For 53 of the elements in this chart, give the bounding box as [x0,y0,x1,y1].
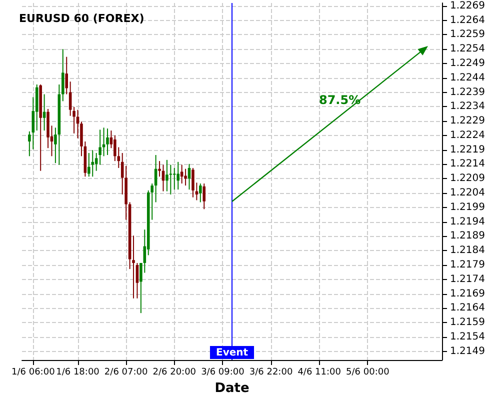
ref-line-label: Event [216,348,248,358]
y-tick-label: 1.2224 [450,130,485,141]
x-tick-label: 2/6 20:00 [152,368,196,378]
y-tick-label: 1.2209 [450,173,485,184]
y-tick-label: 1.2179 [450,259,485,270]
y-tick-label: 1.2149 [450,346,485,357]
y-tick-label: 1.2244 [450,72,485,84]
x-tick-label: 3/6 22:00 [249,368,293,378]
text: EURUSD 60 (FOREX) [19,12,144,25]
candlestick [202,183,206,210]
candlestick [91,150,94,178]
y-tick-label: 1.2189 [450,230,485,242]
y-tick-label: 1.2249 [450,58,485,69]
candlestick [106,128,109,156]
annotation: 87.5% [318,92,361,107]
y-tick-label: 1.2254 [450,44,485,55]
y-tick-label: 1.2214 [450,158,485,170]
candlestick [184,168,187,186]
candlestick [169,164,172,195]
y-tick-label: 1.2159 [450,317,485,328]
candlestick [136,262,139,299]
candlestick [166,159,168,192]
x-tick-label: 5/6 00:00 [346,368,390,378]
y-tick-label: 1.2234 [450,101,485,112]
candlestick [180,164,184,184]
y-tick-label: 1.2199 [450,202,485,213]
y-tick-label: 1.2269 [450,0,485,12]
candlestick [192,167,194,198]
y-tick-label: 1.2174 [450,274,485,285]
y-tick-label: 1.2169 [450,288,485,300]
y-tick-label: 1.2264 [450,14,485,26]
x-tick-label: 1/6 06:00 [12,368,56,378]
candlestick [176,161,180,190]
y-tick-label: 1.2219 [450,144,485,156]
y-tick-label: 1.2239 [450,86,485,98]
x-tick-label: 2/6 07:00 [104,368,148,378]
y-tick-label: 1.2164 [450,302,485,314]
x-tick-label: 3/6 09:00 [201,368,245,378]
candlestick [61,48,64,102]
y-tick-label: 1.2259 [450,29,485,40]
y-tick-label: 1.2204 [450,188,485,199]
candlestick [88,152,90,178]
y-tick-label: 1.2184 [450,245,485,256]
y-tick-label: 1.2154 [450,331,485,342]
candlestick [199,183,202,203]
candlestick [172,167,176,190]
x-tick-label: 4/6 11:00 [298,368,342,378]
y-tick-label: 1.2194 [450,216,485,228]
candlestick [65,56,68,95]
candlestick [42,94,46,132]
x-tick-label: 1/6 18:00 [56,368,100,378]
y-tick-label: 1.2229 [450,116,485,127]
x-axis-title: Date [214,381,250,396]
